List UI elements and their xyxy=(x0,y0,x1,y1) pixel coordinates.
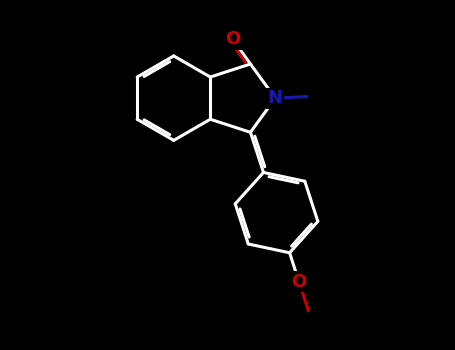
Text: O: O xyxy=(291,273,307,291)
Text: N: N xyxy=(268,89,283,107)
Text: O: O xyxy=(225,30,240,48)
